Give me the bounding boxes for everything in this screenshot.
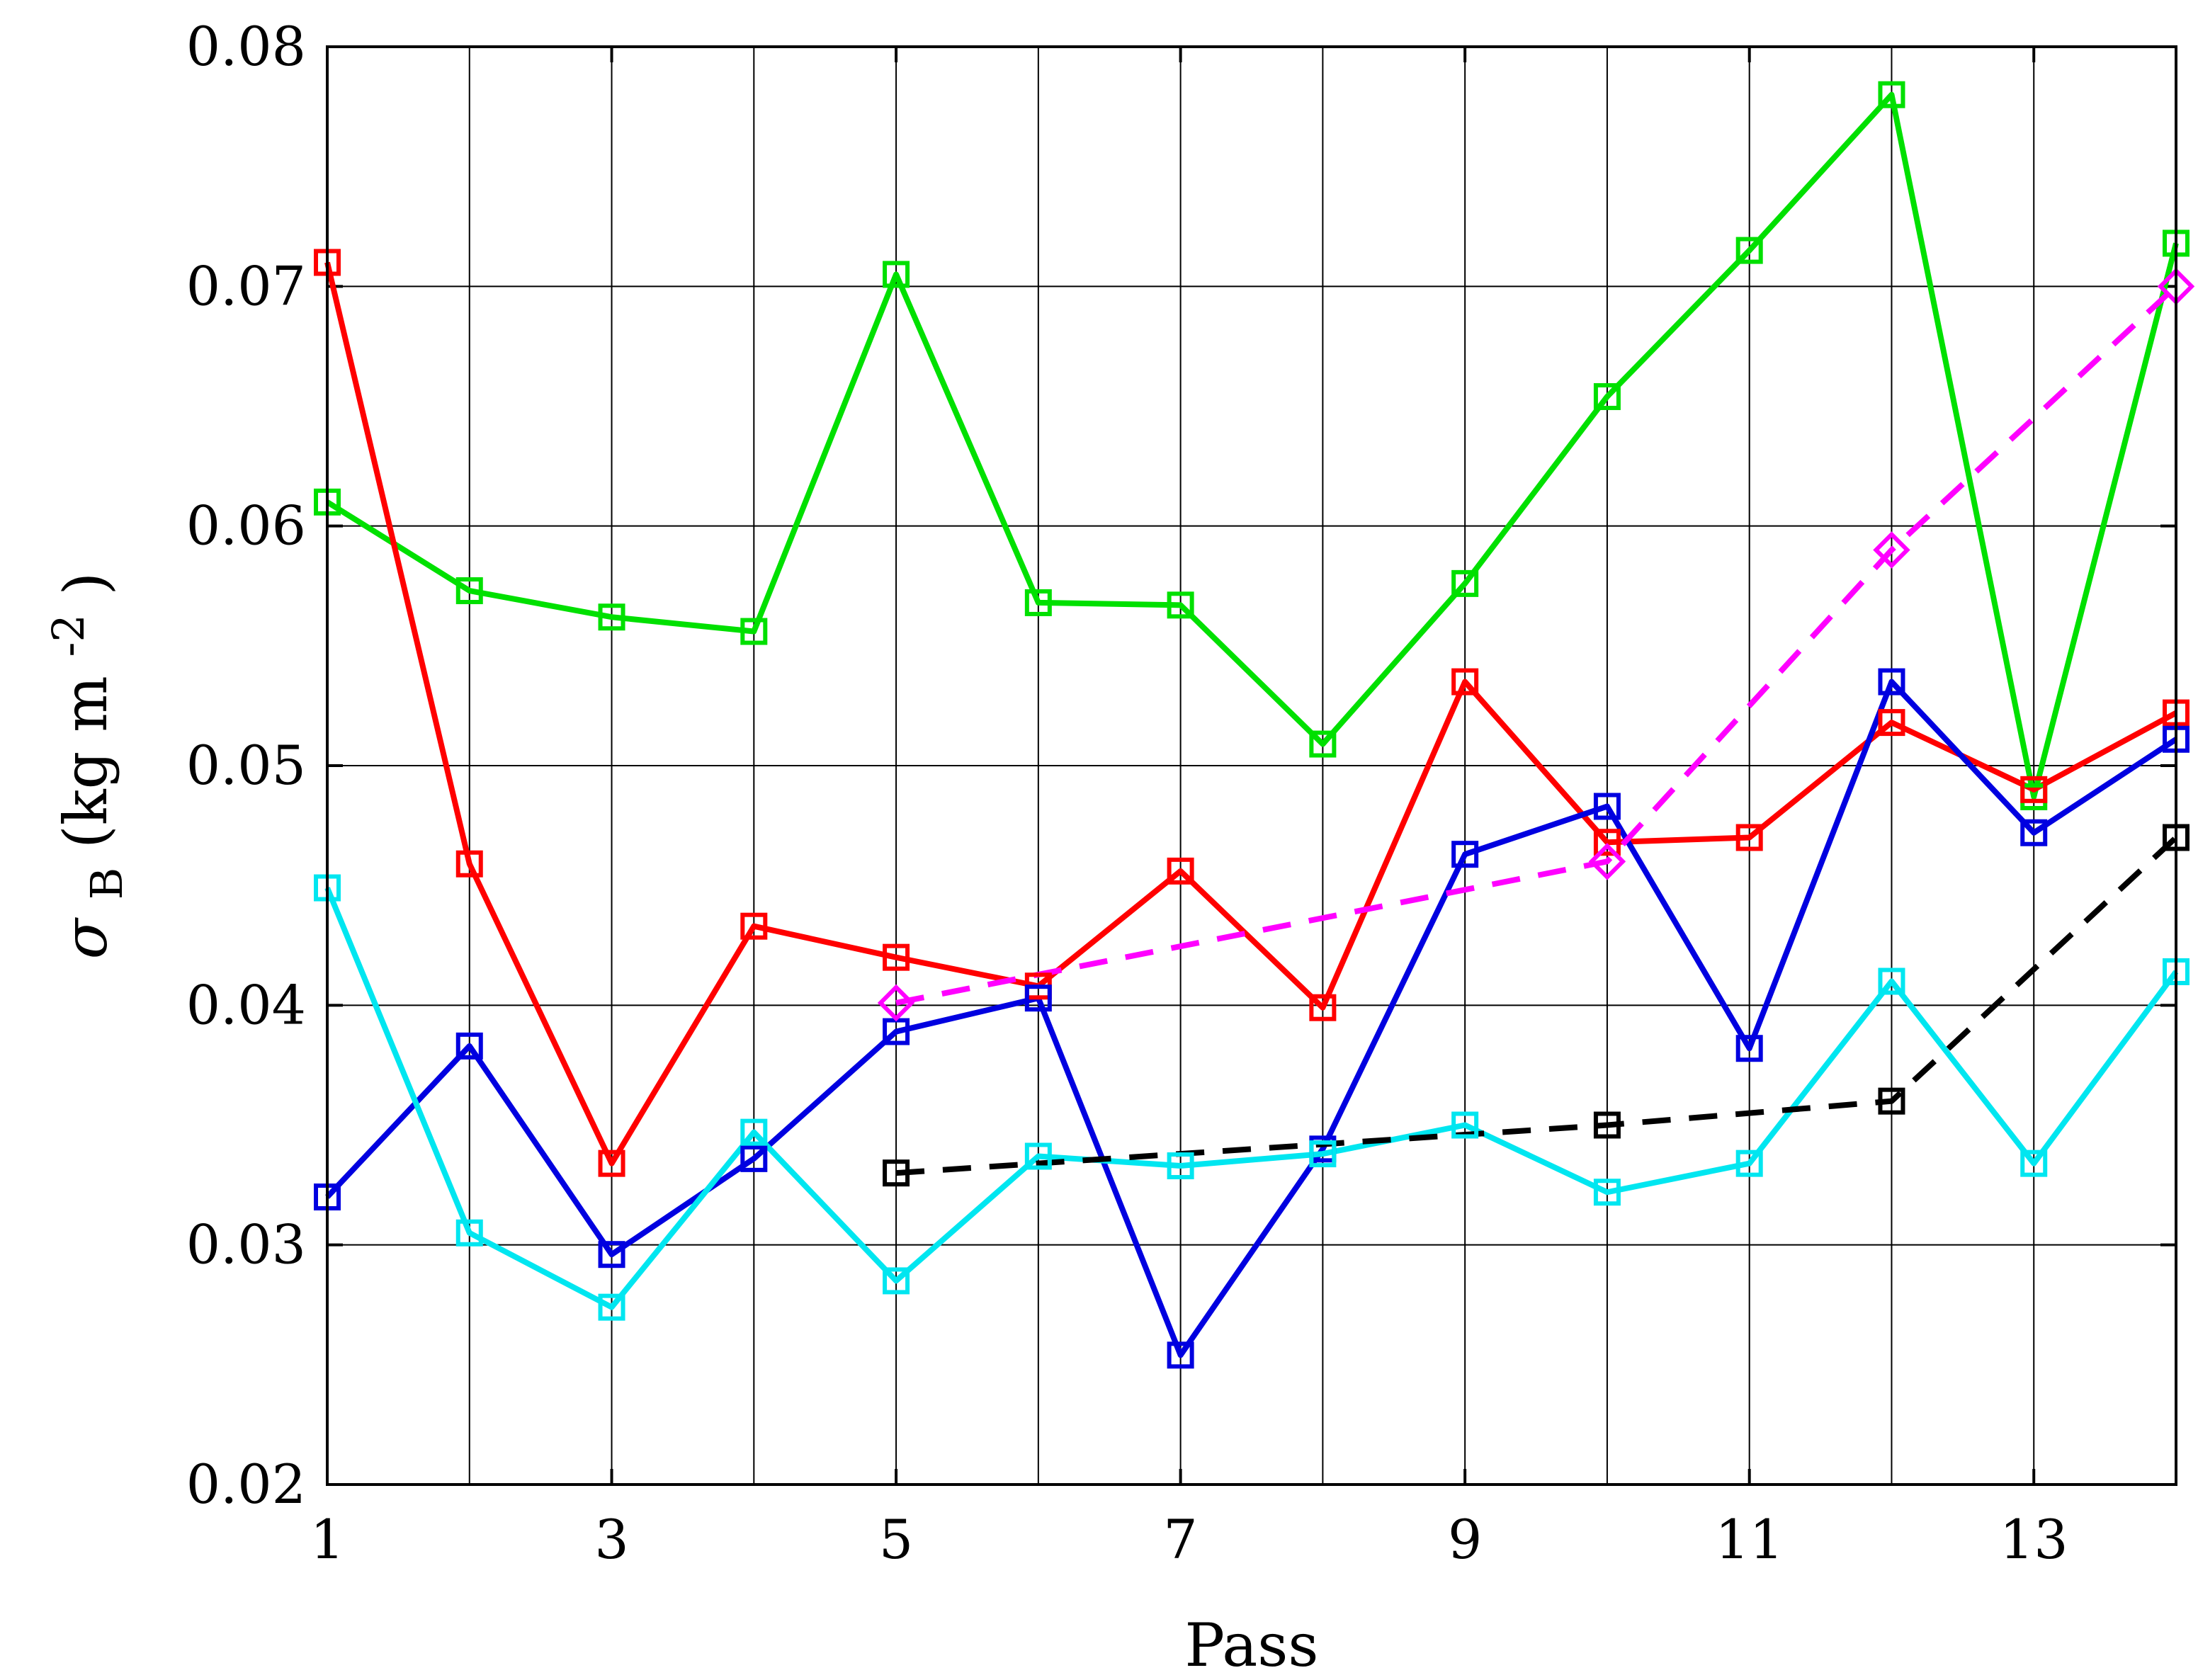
y-tick-label: 0.06: [186, 494, 306, 557]
series-1-point: [1593, 382, 1621, 410]
y-tick-label: 0.08: [186, 15, 306, 78]
y-tick-label: 0.02: [186, 1453, 306, 1516]
series-2-point: [1167, 857, 1194, 885]
series-1-point: [1309, 730, 1337, 758]
series-3-point: [2020, 819, 2048, 846]
x-tick-label: 11: [1715, 1508, 1784, 1571]
series-6-point: [877, 984, 915, 1022]
series-4-point: [1167, 1152, 1194, 1180]
x-tick-label: 1: [310, 1508, 344, 1571]
series-2-point: [1451, 668, 1479, 696]
series-4-point: [740, 1118, 768, 1146]
x-tick-label: 5: [879, 1508, 913, 1571]
y-tick-label: 0.07: [186, 254, 306, 317]
series-1-point: [455, 577, 483, 605]
series-markers: [314, 81, 2195, 1369]
series-4-point: [1024, 1142, 1052, 1170]
series-3-point: [1878, 668, 1905, 696]
grid: [327, 46, 2177, 1485]
series-1-line: [325, 91, 2179, 800]
series-2-point: [1593, 829, 1621, 856]
series-4-point: [2020, 1150, 2048, 1177]
series-2-point: [883, 943, 910, 971]
series-1-point: [740, 618, 768, 645]
series-3-point: [740, 1145, 768, 1172]
series-lines: [324, 91, 2179, 1358]
series-1-point: [883, 261, 910, 288]
series-5-line: [895, 835, 2178, 1176]
series-2-point: [2020, 776, 2048, 803]
series-5-point: [883, 1159, 910, 1187]
series-6-point: [1873, 531, 1910, 569]
series-2-point: [455, 850, 483, 878]
y-axis-units-close: ): [51, 572, 120, 596]
x-axis-title: Pass: [1184, 1611, 1318, 1680]
x-tick-label: 13: [2000, 1508, 2068, 1571]
y-axis-title: σ B (kg m -2 ): [28, 572, 136, 960]
series-3-point: [1593, 793, 1621, 820]
x-tick-label: 9: [1448, 1508, 1482, 1571]
series-3-point: [455, 1032, 483, 1060]
series-4-point: [883, 1267, 910, 1295]
series-5-point: [1593, 1111, 1621, 1139]
x-tick-label: 7: [1163, 1508, 1197, 1571]
series-1-point: [1878, 81, 1905, 108]
series-3-point: [1167, 1341, 1194, 1369]
series-2-point: [598, 1150, 625, 1177]
y-axis-subscript: B: [81, 868, 132, 900]
series-1-point: [1024, 589, 1052, 616]
x-tick-labels: 1 3 5 7 9 11 13: [310, 1508, 2068, 1571]
series-3-point: [598, 1241, 625, 1268]
series-2-point: [1878, 709, 1905, 737]
series-2-point: [1735, 824, 1763, 851]
series-4-point: [1309, 1140, 1337, 1168]
series-3-point: [1735, 1035, 1763, 1062]
series-4-line: [324, 887, 2179, 1310]
series-6-point: [1588, 843, 1626, 880]
y-tick-label: 0.05: [186, 734, 306, 797]
y-tick-label: 0.04: [186, 973, 306, 1036]
series-1-point: [598, 603, 625, 631]
series-4-point: [1878, 967, 1905, 995]
y-axis-units-superscript: -2: [43, 614, 94, 657]
y-axis-symbol: σ: [51, 916, 120, 959]
series-3-line: [325, 679, 2178, 1358]
x-tick-label: 3: [594, 1508, 628, 1571]
series-4-point: [1593, 1179, 1621, 1206]
series-4-point: [455, 1219, 483, 1247]
series-3-point: [1451, 841, 1479, 868]
series-4-point: [598, 1293, 625, 1321]
series-5-point: [1878, 1087, 1905, 1115]
y-tick-label: 0.03: [186, 1213, 306, 1276]
series-1-point: [1451, 569, 1479, 597]
y-tick-labels: 0.02 0.03 0.04 0.05 0.06 0.07 0.08: [186, 15, 306, 1516]
series-1-point: [1167, 591, 1194, 619]
series-3-point: [1024, 984, 1052, 1012]
series-2-point: [1309, 994, 1337, 1021]
series-1-point: [1735, 237, 1763, 264]
series-6-line: [895, 284, 2178, 1006]
series-4-point: [1451, 1111, 1479, 1139]
y-axis-units: (kg m: [51, 676, 120, 848]
series-4-point: [1735, 1150, 1763, 1177]
series-2-point: [740, 912, 768, 940]
plot-frame: [326, 45, 2177, 1486]
